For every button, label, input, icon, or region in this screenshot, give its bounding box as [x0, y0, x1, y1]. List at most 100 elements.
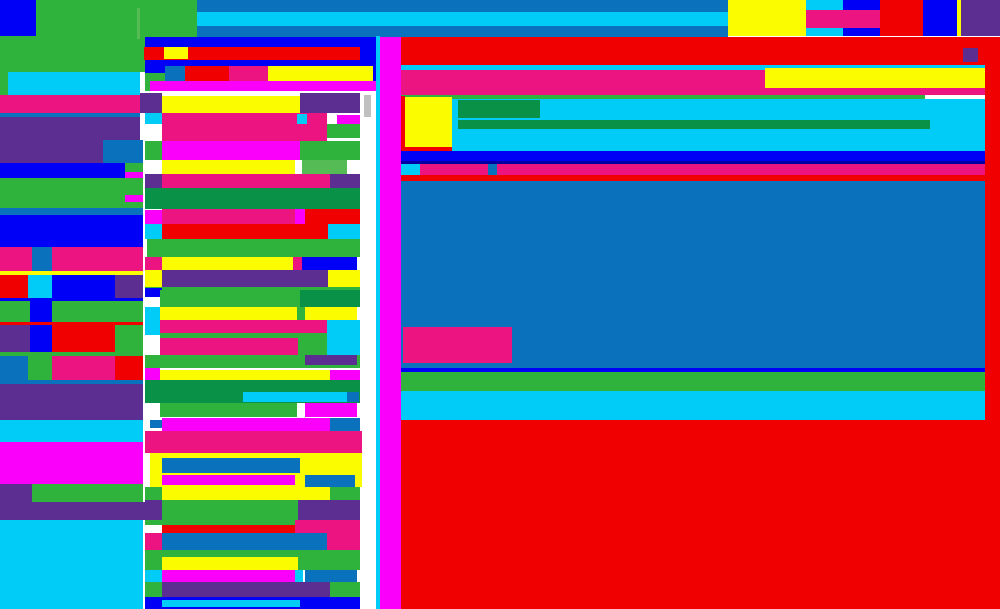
sidebar-magenta-band	[0, 442, 143, 484]
content-toolbar-pink-strip	[765, 88, 985, 95]
sidebar-red-line	[0, 322, 143, 325]
sidebar-pink-band	[0, 95, 140, 113]
content-navy-line	[401, 161, 985, 164]
list-row22-pink-band[interactable]	[145, 431, 362, 453]
list-row27-steelblue-bar[interactable]	[162, 533, 327, 550]
list-row29-green-seg	[298, 557, 360, 570]
list-row16-green-right	[298, 338, 327, 355]
topbar-red-tile[interactable]	[880, 0, 923, 36]
list-magenta-bar	[150, 81, 377, 91]
list-row5-pink-bar[interactable]	[162, 174, 330, 188]
list-row30-magenta-bar[interactable]	[162, 570, 295, 582]
content-red-block	[401, 420, 985, 609]
list-header-yellow-chip[interactable]	[164, 47, 188, 59]
list-row28-green-line	[145, 550, 360, 557]
list-row3-left-green	[145, 141, 162, 160]
list-row2-left-cyan	[145, 113, 162, 124]
sidebar-green-chip-4	[115, 325, 143, 352]
list-row8-red-bar[interactable]	[162, 224, 328, 239]
list-row15-green-gap	[160, 333, 327, 338]
list-row7-red-seg	[305, 209, 360, 224]
sidebar-magenta-chip-2	[125, 195, 143, 202]
list-row18-magenta-seg	[330, 370, 360, 380]
list-row2-magenta-chip	[337, 115, 360, 124]
content-avatar-yellow-square[interactable]	[405, 97, 452, 148]
sidebar-pink-band-2	[0, 247, 143, 271]
content-blue-bar	[401, 151, 985, 161]
sidebar-purple-band-2	[0, 140, 103, 163]
sidebar-purple-chip-3	[0, 484, 32, 502]
content-red-right-column	[985, 37, 1000, 609]
list-row4-green-seg	[302, 160, 347, 174]
sidebar-yellow-line	[0, 271, 143, 275]
content-green-text-line	[458, 120, 930, 129]
list-row3-magenta-bar[interactable]	[162, 141, 300, 160]
list-header-red-bar[interactable]	[144, 47, 360, 60]
list-row9-green-band[interactable]	[147, 239, 360, 257]
list-row11-purple-bar[interactable]	[162, 270, 328, 287]
topbar-blue-tile-2[interactable]	[923, 0, 957, 36]
list-row24-green-seg	[330, 487, 360, 500]
sidebar-green-chip	[125, 163, 143, 172]
sidebar-green-chip-6	[32, 484, 143, 502]
list-row4-yellow-bar[interactable]	[162, 160, 295, 174]
content-toolbar-yellow-bar[interactable]	[765, 68, 985, 88]
list-row29-left-green	[145, 557, 162, 570]
list-row24-yellow-bar[interactable]	[162, 487, 330, 500]
list-row14-yellow-bar[interactable]	[160, 307, 297, 320]
list-row18-yellow-bar[interactable]	[160, 370, 330, 380]
list-row30-steelblue-seg	[305, 570, 357, 582]
list-row12-green-line	[145, 287, 360, 290]
topbar-blue-square[interactable]	[0, 0, 36, 36]
sidebar-blue-chip	[52, 275, 115, 299]
list-row25-green-bar[interactable]	[162, 500, 298, 520]
sidebar-green-chip-5	[28, 356, 52, 380]
list-row10-yellow-bar[interactable]	[162, 257, 293, 270]
sidebar-purple-band	[0, 117, 140, 140]
list-row1-yellow-bar[interactable]	[162, 96, 300, 113]
list-row-chip-yellow	[268, 66, 373, 81]
list-row7-left-magenta	[145, 210, 162, 224]
list-row1-left-purple	[140, 93, 162, 113]
list-row20-green-bar[interactable]	[160, 403, 297, 417]
topbar-steelblue-band-top	[197, 0, 728, 12]
list-row31-green-seg	[330, 582, 360, 597]
sidebar-purple-band-3	[0, 384, 143, 420]
list-row10-left-pink	[145, 257, 162, 270]
list-row23-magenta-bar	[162, 475, 295, 485]
list-row29-yellow-bar[interactable]	[162, 557, 298, 570]
topbar-yellow-button[interactable]	[728, 0, 806, 36]
content-header-purple-chip[interactable]	[963, 48, 978, 62]
topbar-cyan-band	[197, 12, 728, 26]
list-row21-magenta-bar[interactable]	[162, 418, 330, 431]
list-row26-red-bar[interactable]	[162, 525, 295, 533]
list-row31-purple-bar[interactable]	[162, 582, 330, 597]
list-row15-pink-bar[interactable]	[160, 320, 327, 333]
list-row24-left-green	[145, 487, 162, 500]
content-pink-bar	[420, 164, 985, 175]
list-row30-left-cyan	[145, 570, 162, 582]
sidebar-green-edge	[0, 72, 8, 95]
sidebar-steelblue-chip	[103, 140, 143, 163]
sidebar-purple-chip	[115, 275, 143, 299]
list-row1-purple-seg	[300, 93, 360, 113]
topbar-purple-tile[interactable]	[961, 0, 1000, 36]
list-row2-green-chip	[327, 124, 360, 138]
list-row5-left-purple	[145, 174, 162, 188]
list-row20-magenta-seg	[305, 403, 357, 417]
content-green-bar	[401, 372, 985, 391]
list-row-chip-red	[185, 66, 229, 81]
sidebar-cyan-band-3	[0, 520, 143, 609]
list-row13-green-bar[interactable]	[160, 290, 300, 307]
list-row7-pink-bar[interactable]	[162, 209, 295, 224]
content-pink-block[interactable]	[403, 327, 512, 363]
list-scrollbar-track[interactable]	[362, 91, 375, 609]
list-row2-cyan-chip	[297, 114, 307, 124]
sidebar-green-chip-3	[52, 301, 143, 322]
list-row6-green-band[interactable]	[145, 188, 360, 209]
list-scrollbar-thumb[interactable]	[364, 95, 371, 117]
sidebar-cyan-band-2	[0, 420, 143, 442]
list-row16-pink-bar[interactable]	[160, 338, 298, 355]
topbar-green-divider-line	[137, 8, 140, 40]
